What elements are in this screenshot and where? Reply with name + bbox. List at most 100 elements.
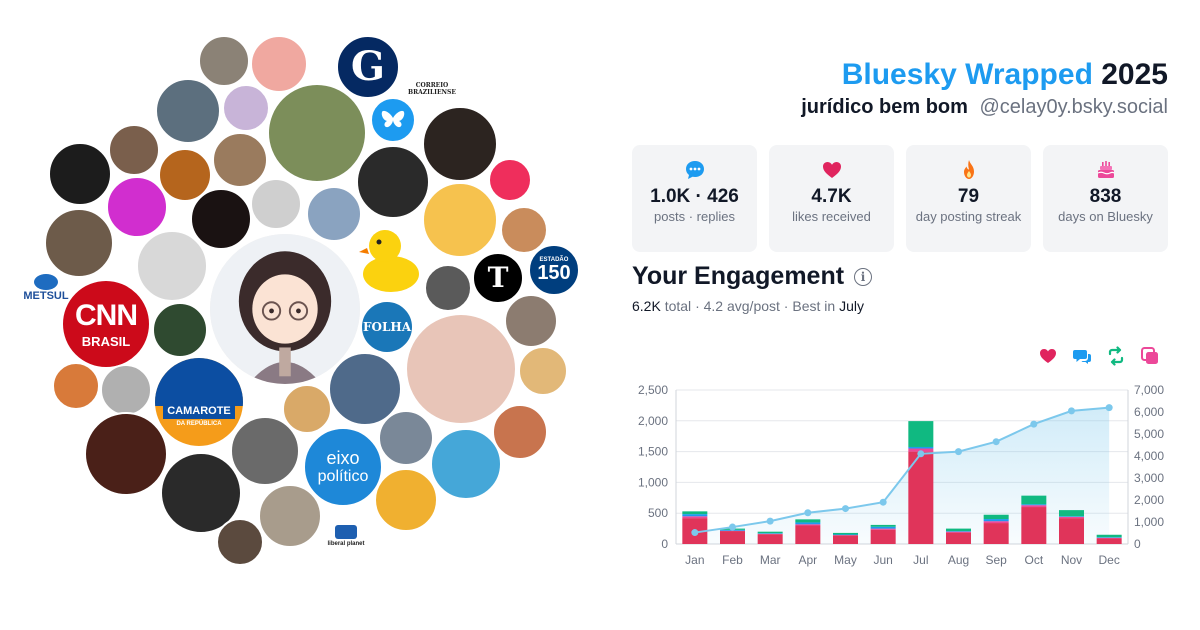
bar-segment <box>720 531 745 544</box>
cumulative-line <box>694 406 1110 534</box>
bar-segment <box>946 528 971 532</box>
x-tick-label: Nov <box>1061 553 1082 567</box>
engagement-total: 6.2K <box>632 298 661 314</box>
avatar-bluesky <box>370 97 416 143</box>
x-tick-label: Jun <box>873 553 892 567</box>
cumulative-area <box>694 407 1110 544</box>
cumulative-point <box>691 529 699 537</box>
cumulative-point <box>992 438 1000 446</box>
avatar-cluster: CNN BRASIL CAMAROTE DA REPÚBLICA eixo po… <box>18 35 580 566</box>
avatar-photo <box>190 188 252 250</box>
avatar-photo <box>52 362 100 410</box>
repost-icon[interactable] <box>1106 346 1126 366</box>
reply-icon[interactable] <box>1072 346 1092 366</box>
y-tick-label-right: 1,000 <box>1134 515 1164 529</box>
avatar-estadao: ESTADÃO 150 <box>528 244 580 296</box>
correio-text: CORREIO <box>415 82 449 89</box>
avatar-camarote: CAMAROTE DA REPÚBLICA <box>152 355 246 449</box>
bar-segment <box>870 524 896 527</box>
avatar-photo <box>282 384 332 434</box>
x-tick-label: Sep <box>985 553 1007 567</box>
cumulative-point <box>1030 420 1038 428</box>
avatar-photo <box>306 186 362 242</box>
avatar-nyt: T <box>472 252 524 304</box>
avatar-photo <box>100 364 152 416</box>
bar-segment <box>833 534 858 536</box>
folha-text: FOLHA <box>362 320 412 334</box>
engagement-average: 4.2 avg/post <box>703 298 780 314</box>
x-tick-label: Jul <box>913 553 928 567</box>
bar-segment <box>908 448 934 452</box>
bar-segment <box>757 533 783 534</box>
x-tick-label: Jan <box>685 553 704 567</box>
separator: · <box>695 298 700 314</box>
bar-segment <box>946 531 971 533</box>
liberal-planet-text: liberal planet <box>327 541 365 547</box>
cake-icon <box>1043 159 1168 181</box>
bar-segment <box>682 511 708 515</box>
avatar-photo <box>518 346 568 396</box>
best-month: July <box>839 298 864 314</box>
bar-segment <box>833 535 858 544</box>
avatar-photo <box>378 410 434 466</box>
bar-segment <box>1096 534 1122 538</box>
avatar-photo <box>266 82 368 184</box>
y-tick-label-right: 7,000 <box>1134 383 1164 397</box>
avatar-guardian: G <box>336 35 400 99</box>
avatar-photo <box>488 158 532 202</box>
y-tick-label-left: 0 <box>661 537 668 551</box>
cumulative-point <box>842 505 849 513</box>
engagement-heading: Your Engagement i <box>632 262 873 291</box>
bar-segment <box>983 519 1009 522</box>
avatar-photo <box>374 468 438 532</box>
stat-value: 838 <box>1089 186 1122 207</box>
avatar-photo <box>422 106 498 182</box>
cnn-logo-text: CNN <box>75 298 138 332</box>
bar-segment <box>983 514 1009 520</box>
flame-icon <box>906 159 1031 181</box>
avatar-photo <box>152 302 208 358</box>
x-tick-label: Aug <box>948 553 969 567</box>
bar-segment <box>1021 504 1047 506</box>
heart-icon[interactable] <box>1038 346 1058 366</box>
y-tick-label-left: 2,500 <box>638 383 668 397</box>
cumulative-point <box>1068 407 1075 415</box>
metsul-text: METSUL <box>23 290 69 302</box>
bar-segment <box>1096 537 1122 539</box>
display-name: jurídico bem bom <box>801 96 968 118</box>
stat-card-likes: 4.7K likes received <box>769 145 894 252</box>
y-tick-label-right: 2,000 <box>1134 493 1164 507</box>
bar-segment <box>983 523 1009 544</box>
camarote-sub-text: DA REPÚBLICA <box>176 420 222 427</box>
user-handle[interactable]: @celay0y.bsky.social <box>979 96 1168 118</box>
stat-caption: posts · replies <box>654 209 735 224</box>
quote-icon[interactable] <box>1140 346 1160 366</box>
avatar-photo <box>158 148 212 202</box>
stat-card-days: 838 days on Bluesky <box>1043 145 1168 252</box>
camarote-text: CAMAROTE <box>163 403 235 419</box>
metsul-logo: METSUL <box>18 270 74 306</box>
avatar-photo <box>212 132 268 188</box>
nyt-letter: T <box>487 261 509 294</box>
info-icon[interactable]: i <box>854 267 873 286</box>
brand-title: Bluesky Wrapped <box>841 58 1093 91</box>
heart-icon <box>769 159 894 181</box>
y-tick-label-right: 4,000 <box>1134 449 1164 463</box>
y-tick-label-left: 500 <box>648 506 668 520</box>
avatar-photo <box>106 176 168 238</box>
avatar-photo <box>250 35 308 93</box>
avatar-photo <box>44 208 114 278</box>
speech-bubble-icon <box>632 159 757 181</box>
avatar-rubber-duck <box>357 222 421 296</box>
bar-segment <box>1096 537 1122 538</box>
engagement-chart: 0 500 1,000 1,500 2,000 2,500 0 1,000 2,000 3,000… <box>638 383 1164 567</box>
bar-segment <box>908 446 934 449</box>
avatar-photo <box>356 145 430 219</box>
stat-caption: day posting streak <box>915 209 1022 224</box>
bar-segment <box>1059 518 1084 544</box>
avatar-photo <box>230 416 300 486</box>
bar-segment <box>682 516 708 519</box>
x-tick-label: Oct <box>1024 553 1043 567</box>
y-tick-label-left: 1,000 <box>638 475 668 489</box>
engagement-summary: 6.2K total · 4.2 avg/post · Best in July <box>632 298 864 314</box>
